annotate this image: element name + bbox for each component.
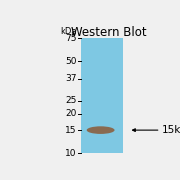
Text: 10: 10 [65,149,77,158]
Text: kDa: kDa [60,27,77,36]
Text: 75: 75 [65,34,77,43]
Text: 37: 37 [65,74,77,83]
Text: 25: 25 [66,96,77,105]
Bar [81,38,123,153]
Text: 15: 15 [65,126,77,135]
Text: 15kDa: 15kDa [162,125,180,135]
Text: 50: 50 [65,57,77,66]
Ellipse shape [87,126,114,134]
Text: Western Blot: Western Blot [71,26,147,39]
Text: 20: 20 [66,109,77,118]
